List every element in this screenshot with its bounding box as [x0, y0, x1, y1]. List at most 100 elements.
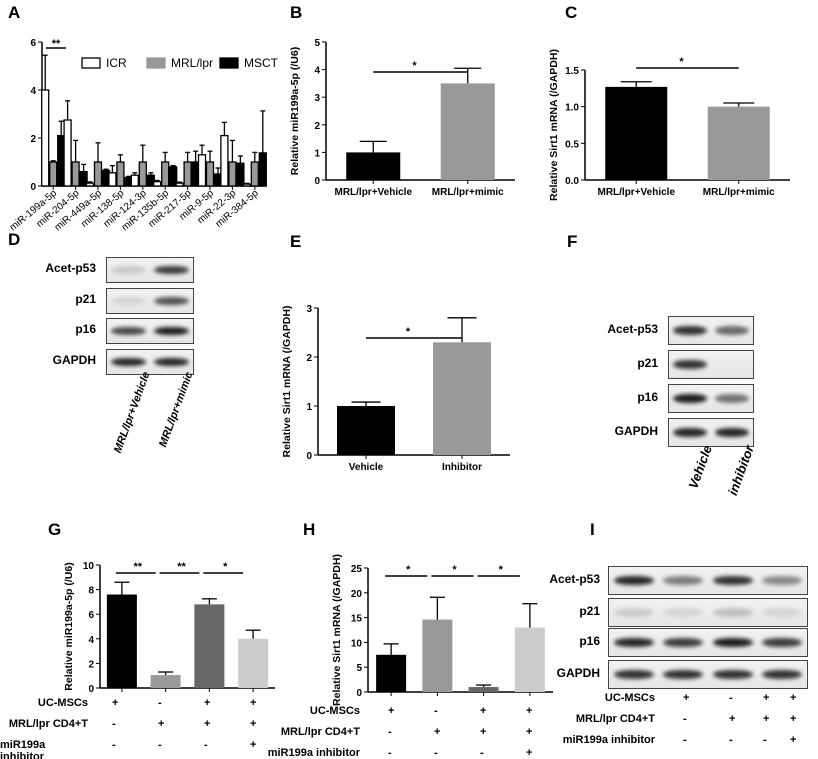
- blot-strip-f: [668, 384, 754, 413]
- condition-label-h: MRL/lpr CD4+T: [280, 726, 360, 738]
- blot-band: [613, 607, 654, 618]
- x-tick-label-b: MRL/lpr+mimic: [432, 187, 504, 198]
- blot-label-d: Acet-p53: [45, 261, 96, 275]
- condition-value-h: -: [388, 726, 392, 738]
- bar-icr: [242, 183, 251, 187]
- condition-label-i: MRL/lpr CD4+T: [575, 713, 655, 725]
- blot-strip-f: [668, 316, 754, 345]
- blot-band: [111, 296, 146, 306]
- blot-band: [762, 637, 803, 648]
- bar-msct: [79, 170, 88, 187]
- condition-value-i: -: [683, 713, 687, 725]
- y-axis-title-g: Relative miR199a-5p (/U6): [63, 562, 75, 690]
- y-tick-label-e: 3: [306, 304, 312, 315]
- condition-value-g: +: [250, 697, 257, 709]
- blot-label-d: GAPDH: [52, 353, 96, 367]
- bar-b: [440, 83, 495, 180]
- blot-band: [154, 357, 189, 367]
- y-tick-label-g: 4: [88, 635, 94, 646]
- y-axis-title-b: Relative miR199a-5p (/U6): [289, 47, 301, 175]
- legend-label-a: MRL/lpr: [171, 56, 213, 70]
- bar-mrllpr: [228, 161, 237, 187]
- bar-icr: [130, 174, 139, 187]
- x-tick-label-c: MRL/lpr+Vehicle: [597, 187, 675, 198]
- blot-band: [154, 326, 189, 336]
- condition-value-h: +: [434, 726, 441, 738]
- bar-c: [707, 106, 770, 180]
- panel-label-i: I: [590, 520, 595, 539]
- blot-band: [663, 575, 704, 586]
- blot-strip-d: [106, 318, 194, 344]
- legend-swatch-a: [81, 57, 101, 69]
- blot-label-f: p16: [637, 389, 658, 404]
- condition-value-h: +: [526, 747, 533, 759]
- blot-band: [111, 265, 146, 275]
- condition-value-h: +: [526, 726, 533, 738]
- significance-label-e: *: [406, 326, 411, 338]
- blot-band: [613, 637, 654, 648]
- bar-icr: [153, 181, 162, 187]
- significance-label-g: **: [133, 561, 142, 573]
- bar-h: [514, 627, 545, 692]
- blot-label-d: p16: [75, 322, 96, 336]
- blot-strip-i: [608, 598, 808, 627]
- y-tick-label-g: 8: [88, 586, 94, 597]
- significance-label-a: **: [52, 38, 61, 50]
- condition-value-i: -: [729, 734, 733, 746]
- blot-label-i: p21: [579, 603, 600, 618]
- condition-label-g: miR199a inhibitor: [0, 739, 46, 759]
- blot-label-i: p16: [579, 633, 600, 648]
- blot-band: [663, 669, 704, 680]
- blot-label-i: GAPDH: [556, 665, 600, 680]
- panel-label-g: G: [48, 520, 62, 539]
- bar-g: [106, 594, 137, 688]
- bar-mrllpr: [205, 161, 215, 187]
- condition-value-g: +: [112, 697, 119, 709]
- y-tick-label-a: 2: [30, 134, 36, 145]
- bar-g: [238, 638, 269, 688]
- y-tick-label-h: 10: [351, 638, 363, 649]
- blot-band: [111, 326, 146, 336]
- panel-label-b: B: [290, 3, 303, 22]
- bar-b: [346, 152, 401, 180]
- y-tick-label-b: 2: [314, 121, 320, 132]
- condition-value-h: +: [480, 726, 487, 738]
- significance-label-c: *: [679, 56, 684, 68]
- bar-g: [194, 604, 225, 688]
- blot-strip-d: [106, 257, 194, 283]
- bar-mrllpr: [161, 161, 170, 187]
- bar-c: [605, 86, 668, 180]
- blot-label-f: p21: [637, 355, 658, 370]
- blot-band: [154, 265, 189, 275]
- blot-band: [712, 607, 753, 618]
- y-tick-label-b: 3: [314, 93, 320, 104]
- blot-strip-f: [668, 350, 754, 379]
- y-tick-label-g: 10: [83, 561, 95, 572]
- blot-band: [762, 607, 803, 618]
- blot-strip-i: [608, 660, 808, 689]
- condition-value-h: -: [388, 747, 392, 759]
- bar-icr: [41, 89, 50, 187]
- x-tick-label-b: MRL/lpr+Vehicle: [334, 187, 412, 198]
- blot-strip-d: [106, 288, 194, 314]
- condition-label-h: UC-MSCs: [309, 705, 360, 717]
- bar-g: [150, 675, 181, 688]
- y-tick-label-e: 2: [306, 353, 312, 364]
- bar-icr: [197, 154, 207, 187]
- condition-value-h: -: [480, 747, 484, 759]
- bar-icr: [220, 134, 229, 187]
- condition-value-h: +: [388, 705, 395, 717]
- x-tick-label-c: MRL/lpr+mimic: [703, 187, 775, 198]
- condition-value-g: -: [204, 739, 208, 751]
- blot-label-f: GAPDH: [614, 423, 658, 438]
- condition-value-g: +: [250, 739, 257, 751]
- blot-band: [715, 393, 749, 404]
- y-tick-label-h: 15: [351, 614, 363, 625]
- condition-value-i: -: [729, 692, 733, 704]
- x-tick-label-e: Inhibitor: [442, 462, 482, 473]
- blot-label-d: p21: [75, 292, 96, 306]
- bar-icr: [63, 119, 72, 187]
- bar-h: [468, 687, 499, 692]
- blot-band: [673, 427, 707, 438]
